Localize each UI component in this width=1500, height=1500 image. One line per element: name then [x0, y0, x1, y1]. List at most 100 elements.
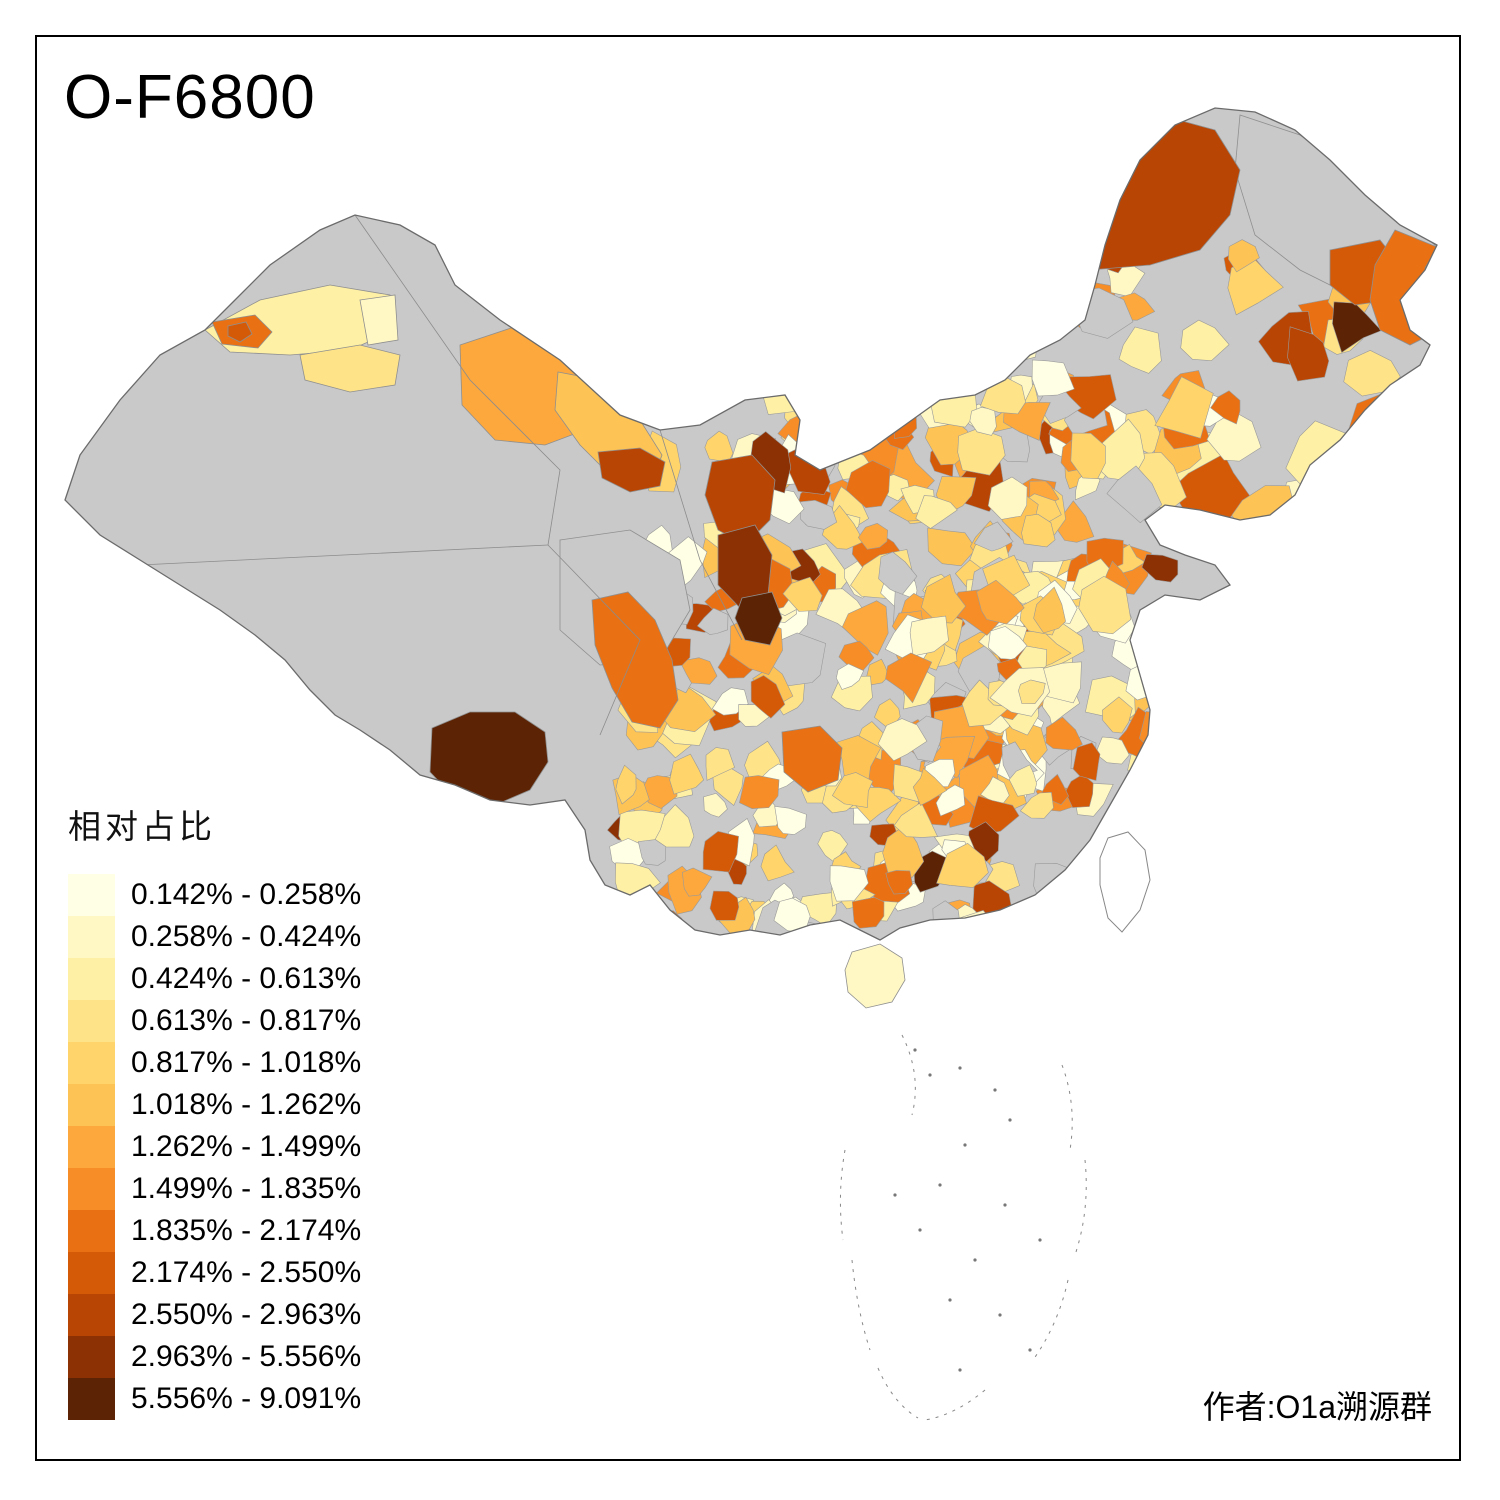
prefecture-region	[1143, 620, 1191, 678]
province-lines	[139, 214, 743, 736]
prefecture-region	[712, 766, 744, 806]
prefecture-region	[987, 476, 1028, 520]
region-nw-orange2	[227, 321, 253, 343]
legend-swatch	[68, 958, 115, 1000]
prefecture-region	[615, 764, 637, 805]
prefecture-region	[669, 753, 705, 795]
prefecture-region	[1072, 742, 1101, 781]
legend-swatch	[68, 1294, 115, 1336]
legend-label: 0.613% - 0.817%	[131, 1004, 362, 1037]
prefecture-region	[1102, 696, 1133, 734]
prefecture-region	[845, 460, 891, 509]
prefecture-region	[702, 830, 739, 873]
legend-item: 2.174% - 2.550%	[68, 1252, 361, 1294]
islet-dot	[958, 1066, 962, 1070]
prefecture-region	[760, 844, 795, 882]
prefecture-region	[915, 495, 958, 529]
prefecture-region	[1021, 513, 1056, 548]
prefecture-region	[807, 399, 851, 441]
prefecture-region	[1349, 428, 1388, 464]
prefecture-region	[832, 772, 874, 808]
prefecture-region	[1180, 319, 1230, 362]
islet-dot	[958, 1368, 962, 1372]
legend-item: 0.817% - 1.018%	[68, 1042, 361, 1084]
prefecture-region	[750, 675, 786, 719]
prefecture-region	[877, 718, 928, 762]
islet-dot	[993, 1088, 997, 1092]
hainan-island	[844, 943, 906, 1009]
prefecture-region	[965, 336, 1012, 375]
prefecture-region	[1031, 359, 1075, 397]
prefecture-region	[919, 355, 964, 386]
islet-dot	[1003, 1203, 1007, 1207]
prefecture-region	[936, 842, 989, 888]
islet-dot	[948, 1298, 952, 1302]
legend-swatch	[68, 874, 115, 916]
prefecture-region	[793, 364, 835, 404]
prefecture-region	[1018, 679, 1046, 705]
prefecture-region	[885, 652, 933, 704]
prefecture-region	[882, 351, 940, 404]
legend-label: 2.550% - 2.963%	[131, 1298, 362, 1331]
legend-item: 1.835% - 2.174%	[68, 1210, 361, 1252]
attribution: 作者:O1a溯源群	[1202, 1389, 1432, 1425]
prefecture-region	[1158, 662, 1187, 682]
region-west-sichuan	[591, 591, 679, 729]
legend-swatch	[68, 1378, 115, 1420]
page-title: O-F6800	[64, 63, 316, 132]
prefecture-region	[1065, 773, 1094, 808]
prefecture-region	[1141, 553, 1179, 583]
legend-item: 1.499% - 1.835%	[68, 1168, 361, 1210]
legend-swatch	[68, 1084, 115, 1126]
legend-label: 1.499% - 1.835%	[131, 1172, 362, 1205]
islet-dot	[1038, 1238, 1042, 1242]
prefecture-region	[803, 347, 852, 397]
prefecture-region	[957, 427, 1006, 476]
prefecture-region	[893, 801, 938, 838]
prefecture-region	[885, 870, 913, 895]
legend-label: 1.835% - 2.174%	[131, 1214, 362, 1247]
prefecture-region	[829, 865, 869, 902]
prefecture-region	[782, 576, 823, 612]
prefecture-region	[1034, 916, 1075, 940]
prefecture-region	[709, 890, 740, 921]
prefecture-region	[1033, 862, 1076, 903]
legend-item: 2.963% - 5.556%	[68, 1336, 361, 1378]
legend-label: 5.556% - 9.091%	[131, 1382, 362, 1415]
prefecture-region	[681, 867, 713, 897]
prefecture-region	[824, 365, 858, 398]
prefecture-region	[797, 365, 839, 413]
legend-label: 0.258% - 0.424%	[131, 920, 362, 953]
prefecture-region	[929, 335, 956, 361]
prefecture-region	[839, 332, 878, 377]
islet-dot	[913, 1048, 917, 1052]
legend-swatch	[68, 1336, 115, 1378]
prefecture-region	[1154, 376, 1214, 439]
prefecture-region	[774, 805, 807, 835]
prefecture-region	[1118, 326, 1162, 374]
prefecture-region	[866, 658, 890, 686]
prefecture-region	[1033, 586, 1066, 634]
prefecture-region	[832, 325, 874, 371]
region-jiayuguan	[597, 447, 666, 493]
prefecture-region	[921, 573, 966, 624]
scs-islet-dots	[893, 1048, 1042, 1372]
prefecture-region	[637, 839, 667, 866]
islet-dot	[963, 1143, 967, 1147]
prefecture-region	[1106, 465, 1163, 524]
prefecture-region	[1139, 711, 1185, 759]
islet-dot	[938, 1183, 942, 1187]
legend-label: 1.018% - 1.262%	[131, 1088, 362, 1121]
legend-item: 0.258% - 0.424%	[68, 916, 361, 958]
legend-label: 1.262% - 1.499%	[131, 1130, 362, 1163]
prefecture-region	[1035, 201, 1088, 246]
legend-label: 0.142% - 0.258%	[131, 878, 362, 911]
prefecture-region	[968, 316, 999, 354]
prefecture-region	[1019, 791, 1054, 819]
legend-title: 相对占比	[68, 808, 216, 845]
prefecture-region	[703, 792, 728, 818]
prefecture-region	[1155, 670, 1186, 705]
prefecture-region	[1287, 326, 1330, 382]
